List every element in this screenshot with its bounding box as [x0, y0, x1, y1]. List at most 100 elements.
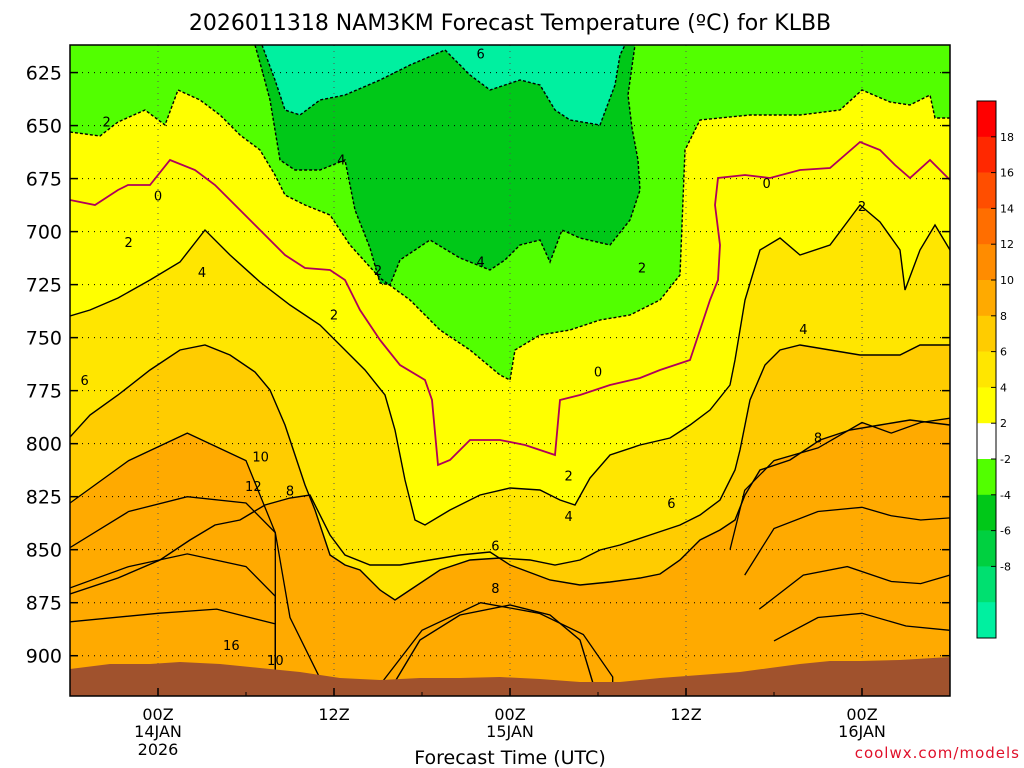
- contour-label: 2: [374, 264, 382, 279]
- colorbar-swatch: [977, 530, 996, 567]
- colorbar-label: -4: [1000, 489, 1011, 502]
- contour-zero: [70, 140, 950, 467]
- contour-label: 4: [198, 266, 206, 281]
- y-tick-label: 625: [26, 63, 62, 85]
- x-tick-label: 12Z: [318, 705, 349, 724]
- contour-label: 8: [814, 431, 822, 446]
- x-tick-date: 16JAN: [838, 722, 886, 741]
- contour-label: 6: [491, 539, 499, 554]
- contour-label: 2: [103, 115, 111, 130]
- contour-label: 6: [477, 47, 485, 62]
- contour-label: 2: [565, 469, 573, 484]
- contour-label: 0: [154, 190, 162, 205]
- grid: [70, 45, 950, 696]
- colorbar-label: 16: [1000, 167, 1014, 180]
- band-neg4: [255, 45, 640, 285]
- x-tick-label: 00Z: [494, 705, 525, 724]
- colorbar-label: 4: [1000, 381, 1007, 394]
- contour-8-7: [729, 417, 950, 684]
- contour-neg6: [261, 45, 626, 126]
- contour-label: 4: [565, 510, 573, 525]
- colorbar-label: 8: [1000, 310, 1007, 323]
- band-neg6: [262, 45, 625, 125]
- terrain: [70, 657, 950, 696]
- y-tick-label: 700: [26, 222, 62, 244]
- colorbar-label: 14: [1000, 202, 1014, 215]
- contour-label: 6: [667, 497, 675, 512]
- y-tick-label: 650: [26, 116, 62, 138]
- y-tick-label: 850: [26, 540, 62, 562]
- colorbar-swatch: [977, 315, 996, 352]
- contour-4: [70, 344, 950, 601]
- y-tick-label: 875: [26, 593, 62, 615]
- colorbar-swatch: [977, 280, 996, 317]
- colorbar-label: 12: [1000, 238, 1014, 251]
- contour-label: 4: [477, 255, 485, 270]
- colorbar-swatch: [977, 172, 996, 209]
- contour-label: 4: [799, 323, 807, 338]
- colorbar: -8 -6 -4 -2 2 4 6 8 10 12 14 16 18: [976, 100, 1014, 639]
- contour-label: 12: [245, 480, 262, 495]
- contour-neg2: [70, 89, 950, 382]
- y-tick-label: 750: [26, 328, 62, 350]
- contour-label: 2: [125, 236, 133, 251]
- contour-labels: 2 0 2 4 6 10 12 8 16 10 2 4 2 4 6 2 0 2 4 6 8 6 0 2 4 8: [81, 47, 867, 669]
- colorbar-frame: [976, 100, 997, 639]
- colorbar-label: 10: [1000, 274, 1014, 287]
- colorbar-swatch: [977, 244, 996, 281]
- chart-title: 2026011318 NAM3KM Forecast Temperature (…: [189, 11, 831, 36]
- colorbar-label: 18: [1000, 131, 1014, 144]
- x-tick-label: 00Z: [846, 705, 877, 724]
- colorbar-label: 6: [1000, 346, 1007, 359]
- y-tick-label: 900: [26, 646, 62, 668]
- x-tick-date: 14JAN: [134, 722, 182, 741]
- colorbar-label: -6: [1000, 525, 1011, 538]
- contour-10-6: [744, 506, 950, 684]
- colorbar-swatch: [977, 602, 996, 639]
- x-tick-year: 2026: [138, 740, 179, 759]
- band-8-3: [70, 433, 320, 684]
- contour-label: 10: [267, 654, 284, 669]
- x-tick-date: 15JAN: [486, 722, 534, 741]
- colorbar-swatch: [977, 351, 996, 388]
- contour-label: 8: [286, 484, 294, 499]
- colorbar-swatch: [977, 101, 996, 138]
- band-8-7: [730, 418, 950, 684]
- colorbar-label: 2: [1000, 417, 1007, 430]
- y-tick-label: 800: [26, 434, 62, 456]
- colorbar-swatch: [977, 459, 996, 496]
- contour-6: [70, 419, 950, 595]
- colorbar-label: -8: [1000, 560, 1011, 573]
- colorbar-swatch: [977, 136, 996, 173]
- colorbar-swatch: [977, 494, 996, 531]
- contour-label: 2: [858, 200, 866, 215]
- y-tick-label: 825: [26, 487, 62, 509]
- colorbar-label: -2: [1000, 453, 1011, 466]
- contour-8-bottom: [389, 604, 596, 691]
- contour-label: 6: [81, 374, 89, 389]
- y-tick-label: 725: [26, 275, 62, 297]
- contour-label: 10: [252, 450, 269, 465]
- plot-area: 2 0 2 4 6 10 12 8 16 10 2 4 2 4 6 2 0 2 4 6 8 6 0 2 4 8: [70, 45, 950, 696]
- contour-label: 4: [337, 154, 345, 169]
- contour-label: 2: [330, 308, 338, 323]
- colorbar-swatch: [977, 566, 996, 603]
- y-tick-label: 775: [26, 381, 62, 403]
- contour-label: 8: [491, 582, 499, 597]
- contour-16-4: [773, 612, 950, 684]
- colorbar-swatch: [977, 387, 996, 424]
- contour-label: 0: [594, 366, 602, 381]
- contour-label: 0: [763, 177, 771, 192]
- contour-lines: [70, 45, 950, 691]
- x-tick-label: 00Z: [142, 705, 173, 724]
- contour-label: 16: [223, 639, 240, 654]
- credit-text: coolwx.com/models: [855, 744, 1020, 762]
- contour-neg4: [254, 45, 641, 286]
- x-tick-label: 12Z: [670, 705, 701, 724]
- x-axis-title: Forecast Time (UTC): [414, 747, 605, 768]
- colorbar-swatch: [977, 208, 996, 245]
- colorbar-swatch: [977, 423, 996, 460]
